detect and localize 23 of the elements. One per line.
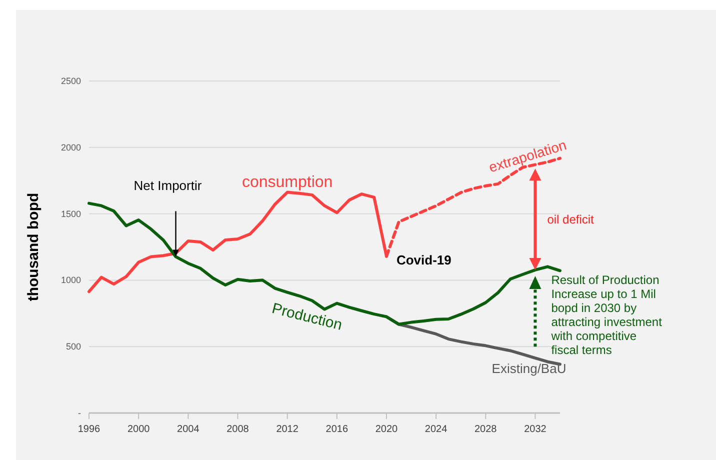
x-tick-label: 2000 bbox=[127, 424, 150, 435]
y-tick-label: - bbox=[78, 408, 81, 418]
y-axis-title: thousand bopd bbox=[25, 192, 42, 302]
y-tick-label: 2500 bbox=[60, 76, 81, 86]
annotation: Result of Production Increase up to 1 Mil bopd in 2030 by attracting investment with competitive fiscal terms bbox=[550, 272, 663, 357]
y-tick-label: 1000 bbox=[60, 275, 81, 286]
annotation: Net Importir bbox=[134, 178, 202, 193]
y-tick-label: 2000 bbox=[60, 142, 81, 152]
series-label: consumption bbox=[242, 174, 333, 192]
x-tick-label: 2012 bbox=[276, 424, 299, 435]
x-tick-label: 1996 bbox=[78, 424, 101, 435]
x-tick-label: 2008 bbox=[226, 424, 250, 435]
x-tick-label: 2024 bbox=[424, 424, 448, 435]
x-tick-label: 2032 bbox=[524, 424, 547, 435]
x-tick-label: 2028 bbox=[474, 424, 498, 435]
annotation: oil deficit bbox=[547, 212, 595, 226]
annotation: Covid-19 bbox=[396, 252, 452, 268]
x-tick-label: 2016 bbox=[326, 424, 348, 435]
x-tick-label: 2004 bbox=[177, 424, 200, 435]
series-label: Existing/BaU bbox=[492, 361, 566, 376]
y-tick-label: 500 bbox=[66, 342, 81, 352]
x-tick-label: 2020 bbox=[375, 424, 398, 435]
y-tick-label: 1500 bbox=[60, 208, 81, 219]
